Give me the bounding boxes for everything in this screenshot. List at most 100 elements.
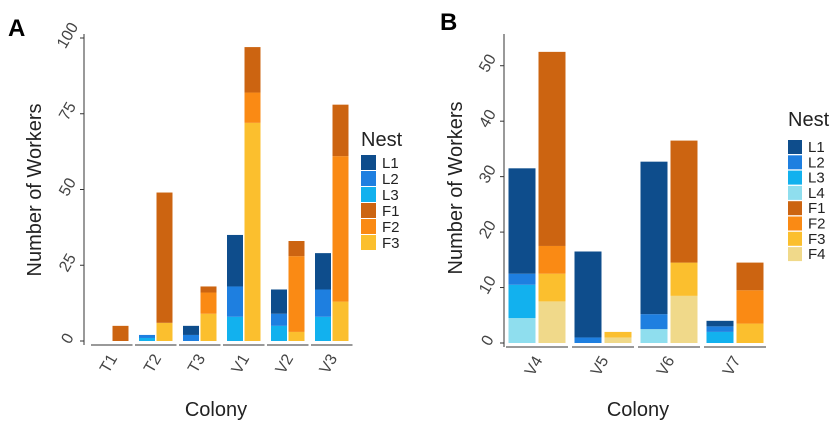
panel-a-bar-T1-F1 <box>112 325 129 341</box>
panel-b-legend-swatch-F1 <box>788 201 802 216</box>
panel-a-bar-V3-L1 <box>315 253 331 290</box>
panel-a-bar-V1-L3 <box>227 316 243 341</box>
panel-a: A Number of Workers Colony 0 25 50 75 100 T1 T… <box>8 15 403 421</box>
panel-b-legend-label-L4: L4 <box>808 185 825 202</box>
panel-a-legend-label-L1: L1 <box>382 155 399 172</box>
panel-a-y-tick-label: 0 <box>59 331 78 347</box>
panel-b-x-tick-label: V4 <box>522 353 547 379</box>
panel-b-bar-V4-F3 <box>538 273 566 302</box>
panel-a-bar-T2-L2 <box>139 334 155 338</box>
panel-a-bar-T2-F1 <box>156 192 173 323</box>
panel-a-bars <box>112 47 349 341</box>
panel-b-legend-swatch-F3 <box>788 231 802 246</box>
panel-b-bar-V5-L1 <box>574 251 602 338</box>
panel-b-legend-label-F4: F4 <box>808 246 826 263</box>
panel-a-bar-V3-L3 <box>315 316 331 341</box>
panel-a-legend-swatch-L3 <box>361 187 376 202</box>
panel-a-label: A <box>8 15 25 42</box>
panel-b-bar-V7-F1 <box>736 262 764 291</box>
panel-b-bar-V4-F4 <box>538 301 566 343</box>
panel-a-y-axis-title: Number of Workers <box>24 103 46 276</box>
panel-a-bar-V3-F3 <box>332 301 349 341</box>
panel-b-bar-V6-F3 <box>670 262 698 296</box>
panel-b-label: B <box>440 9 457 36</box>
panel-b-bar-V5-L2 <box>574 337 602 343</box>
panel-a-y-tick-label: 25 <box>56 251 80 275</box>
panel-b-bar-V7-L1 <box>706 320 734 327</box>
panel-b-bar-V5-F3 <box>604 331 632 338</box>
panel-a-legend-label-F3: F3 <box>382 235 400 252</box>
panel-a-x-axis-title: Colony <box>185 399 247 421</box>
panel-a-x-tick-label: T1 <box>97 351 121 376</box>
panel-a-y-tick-label: 100 <box>54 20 82 52</box>
panel-a-bar-T3-L2 <box>183 334 199 341</box>
panel-b-bar-V7-L2 <box>706 326 734 332</box>
panel-a-bar-V1-F3 <box>244 122 261 341</box>
panel-b-y-tick-label: 40 <box>476 107 500 131</box>
panel-a-legend-swatch-L1 <box>361 155 376 170</box>
panel-a-x-tick-label: T2 <box>141 351 165 376</box>
panel-b-x-tick-label: V5 <box>588 353 613 379</box>
panel-a-bar-V2-L3 <box>271 325 287 341</box>
panel-b-bar-V7-L3 <box>706 331 734 343</box>
panel-b-bar-V4-L3 <box>508 284 536 319</box>
panel-b-bar-V6-F4 <box>670 295 698 343</box>
panel-a-bar-T3-F2 <box>200 292 217 314</box>
panel-b-legend-swatch-L2 <box>788 155 802 170</box>
panel-a-legend-swatch-F2 <box>361 219 376 234</box>
panel-a-bar-V1-F1 <box>244 47 261 93</box>
panel-a-bar-T2-L3 <box>139 337 155 341</box>
panel-b-legend-label-L1: L1 <box>808 139 825 156</box>
panel-a-legend-title: Nest <box>361 129 403 151</box>
panel-b-legend-swatch-F2 <box>788 216 802 231</box>
panel-b-x-axis-title: Colony <box>607 399 669 421</box>
panel-b-legend-title: Nest <box>788 109 830 131</box>
panel-a-bar-V2-L1 <box>271 289 287 314</box>
panel-a-legend-label-L3: L3 <box>382 187 399 204</box>
panel-b-legend-label-F2: F2 <box>808 216 826 233</box>
panel-a-bar-V1-L2 <box>227 286 243 317</box>
panel-a-legend-label-F1: F1 <box>382 203 400 220</box>
panel-b-bar-V4-F1 <box>538 51 566 246</box>
panel-b-bars <box>508 51 764 343</box>
panel-a-bar-T3-F3 <box>200 313 217 341</box>
panel-a-legend-swatch-F1 <box>361 203 376 218</box>
panel-a-bar-V2-F2 <box>288 256 305 332</box>
panel-b-legend-label-L2: L2 <box>808 154 825 171</box>
panel-b-x-tick-label: V6 <box>654 353 679 379</box>
panel-b-y-tick-label: 50 <box>476 51 500 75</box>
panel-b-y-tick-label: 0 <box>479 333 498 349</box>
panel-b-y-tick-label: 10 <box>476 273 500 297</box>
panel-a-bar-V3-L2 <box>315 289 331 317</box>
panel-a-bar-T3-F1 <box>200 286 217 293</box>
panel-b-bar-V6-F1 <box>670 140 698 263</box>
panel-b-bar-V4-L1 <box>508 168 536 274</box>
panel-b-bar-V4-F2 <box>538 245 566 274</box>
panel-b-x-tick-label: V7 <box>720 353 745 379</box>
panel-a-bar-T3-L1 <box>183 325 199 335</box>
panel-b-bar-V6-L4 <box>640 329 668 343</box>
panel-a-x-tick-label: V2 <box>273 351 298 377</box>
panel-b-bar-V4-L4 <box>508 318 536 343</box>
panel-a-legend-swatch-F3 <box>361 235 376 250</box>
panel-b-bar-V5-F4 <box>604 337 632 343</box>
panel-a-legend-swatch-L2 <box>361 171 376 186</box>
panel-b-y-tick-label: 20 <box>476 218 500 242</box>
panel-a-bar-V2-L2 <box>271 313 287 326</box>
panel-a-legend-label-F2: F2 <box>382 219 400 236</box>
panel-b-legend-swatch-L3 <box>788 170 802 185</box>
panel-b-bar-V6-L1 <box>640 161 668 315</box>
panel-b-legend-label-F3: F3 <box>808 231 826 248</box>
panel-a-bar-T2-F3 <box>156 322 173 341</box>
panel-b-legend-label-L3: L3 <box>808 170 825 187</box>
panel-a-x-tick-label: T3 <box>185 351 209 376</box>
panel-a-bar-V1-L1 <box>227 234 243 287</box>
panel-b-bar-V6-L2 <box>640 314 668 330</box>
panel-a-bar-V3-F1 <box>332 104 349 157</box>
panel-a-bar-V2-F1 <box>288 241 305 257</box>
panel-a-bar-V1-F2 <box>244 92 261 123</box>
panel-b-bar-V7-F3 <box>736 323 764 343</box>
panel-b-legend-swatch-F4 <box>788 247 802 262</box>
